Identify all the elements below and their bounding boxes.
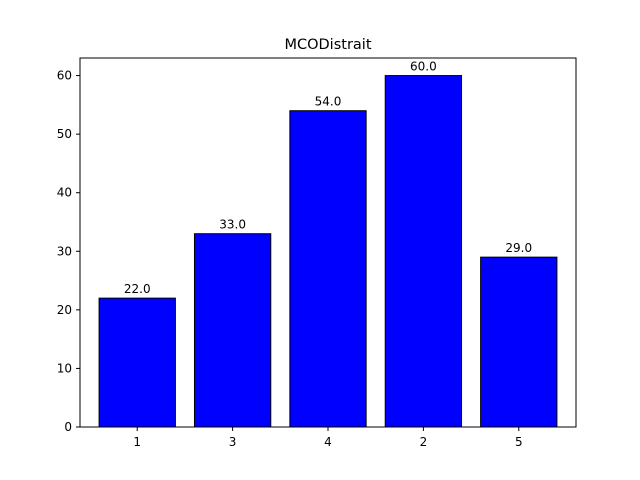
y-tick-label-0: 0 bbox=[64, 420, 72, 434]
data-label-2: 60.0 bbox=[410, 60, 437, 74]
bar-1 bbox=[98, 297, 176, 428]
y-tick-label-20: 20 bbox=[57, 303, 72, 317]
x-tick-label-4: 4 bbox=[324, 435, 332, 449]
x-tick-label-3: 3 bbox=[229, 435, 237, 449]
data-labels-group: 22.0 33.0 54.0 60.0 29.0 bbox=[124, 60, 532, 297]
bar-3 bbox=[193, 233, 272, 428]
y-tick-label-50: 50 bbox=[57, 127, 72, 141]
y-axis: 0 10 20 30 40 50 60 bbox=[57, 69, 80, 434]
x-tick-label-2: 2 bbox=[420, 435, 428, 449]
x-tick-label-1: 1 bbox=[133, 435, 141, 449]
bar-5 bbox=[480, 256, 558, 428]
x-tick-label-5: 5 bbox=[515, 435, 523, 449]
data-label-5: 29.0 bbox=[505, 241, 532, 255]
x-axis: 1 3 4 2 5 bbox=[133, 427, 523, 449]
y-tick-label-10: 10 bbox=[57, 361, 72, 375]
y-tick-label-40: 40 bbox=[57, 186, 72, 200]
chart-title: MCODistrait bbox=[284, 37, 371, 53]
bars-group bbox=[98, 75, 558, 428]
y-tick-label-60: 60 bbox=[57, 69, 72, 83]
plot-area: 22.0 33.0 54.0 60.0 29.0 bbox=[79, 57, 577, 428]
data-label-1: 22.0 bbox=[124, 282, 151, 296]
data-label-4: 54.0 bbox=[315, 95, 342, 109]
bar-4 bbox=[289, 110, 367, 428]
bar-2 bbox=[384, 75, 463, 428]
data-label-3: 33.0 bbox=[219, 218, 246, 232]
y-tick-label-30: 30 bbox=[57, 244, 72, 258]
